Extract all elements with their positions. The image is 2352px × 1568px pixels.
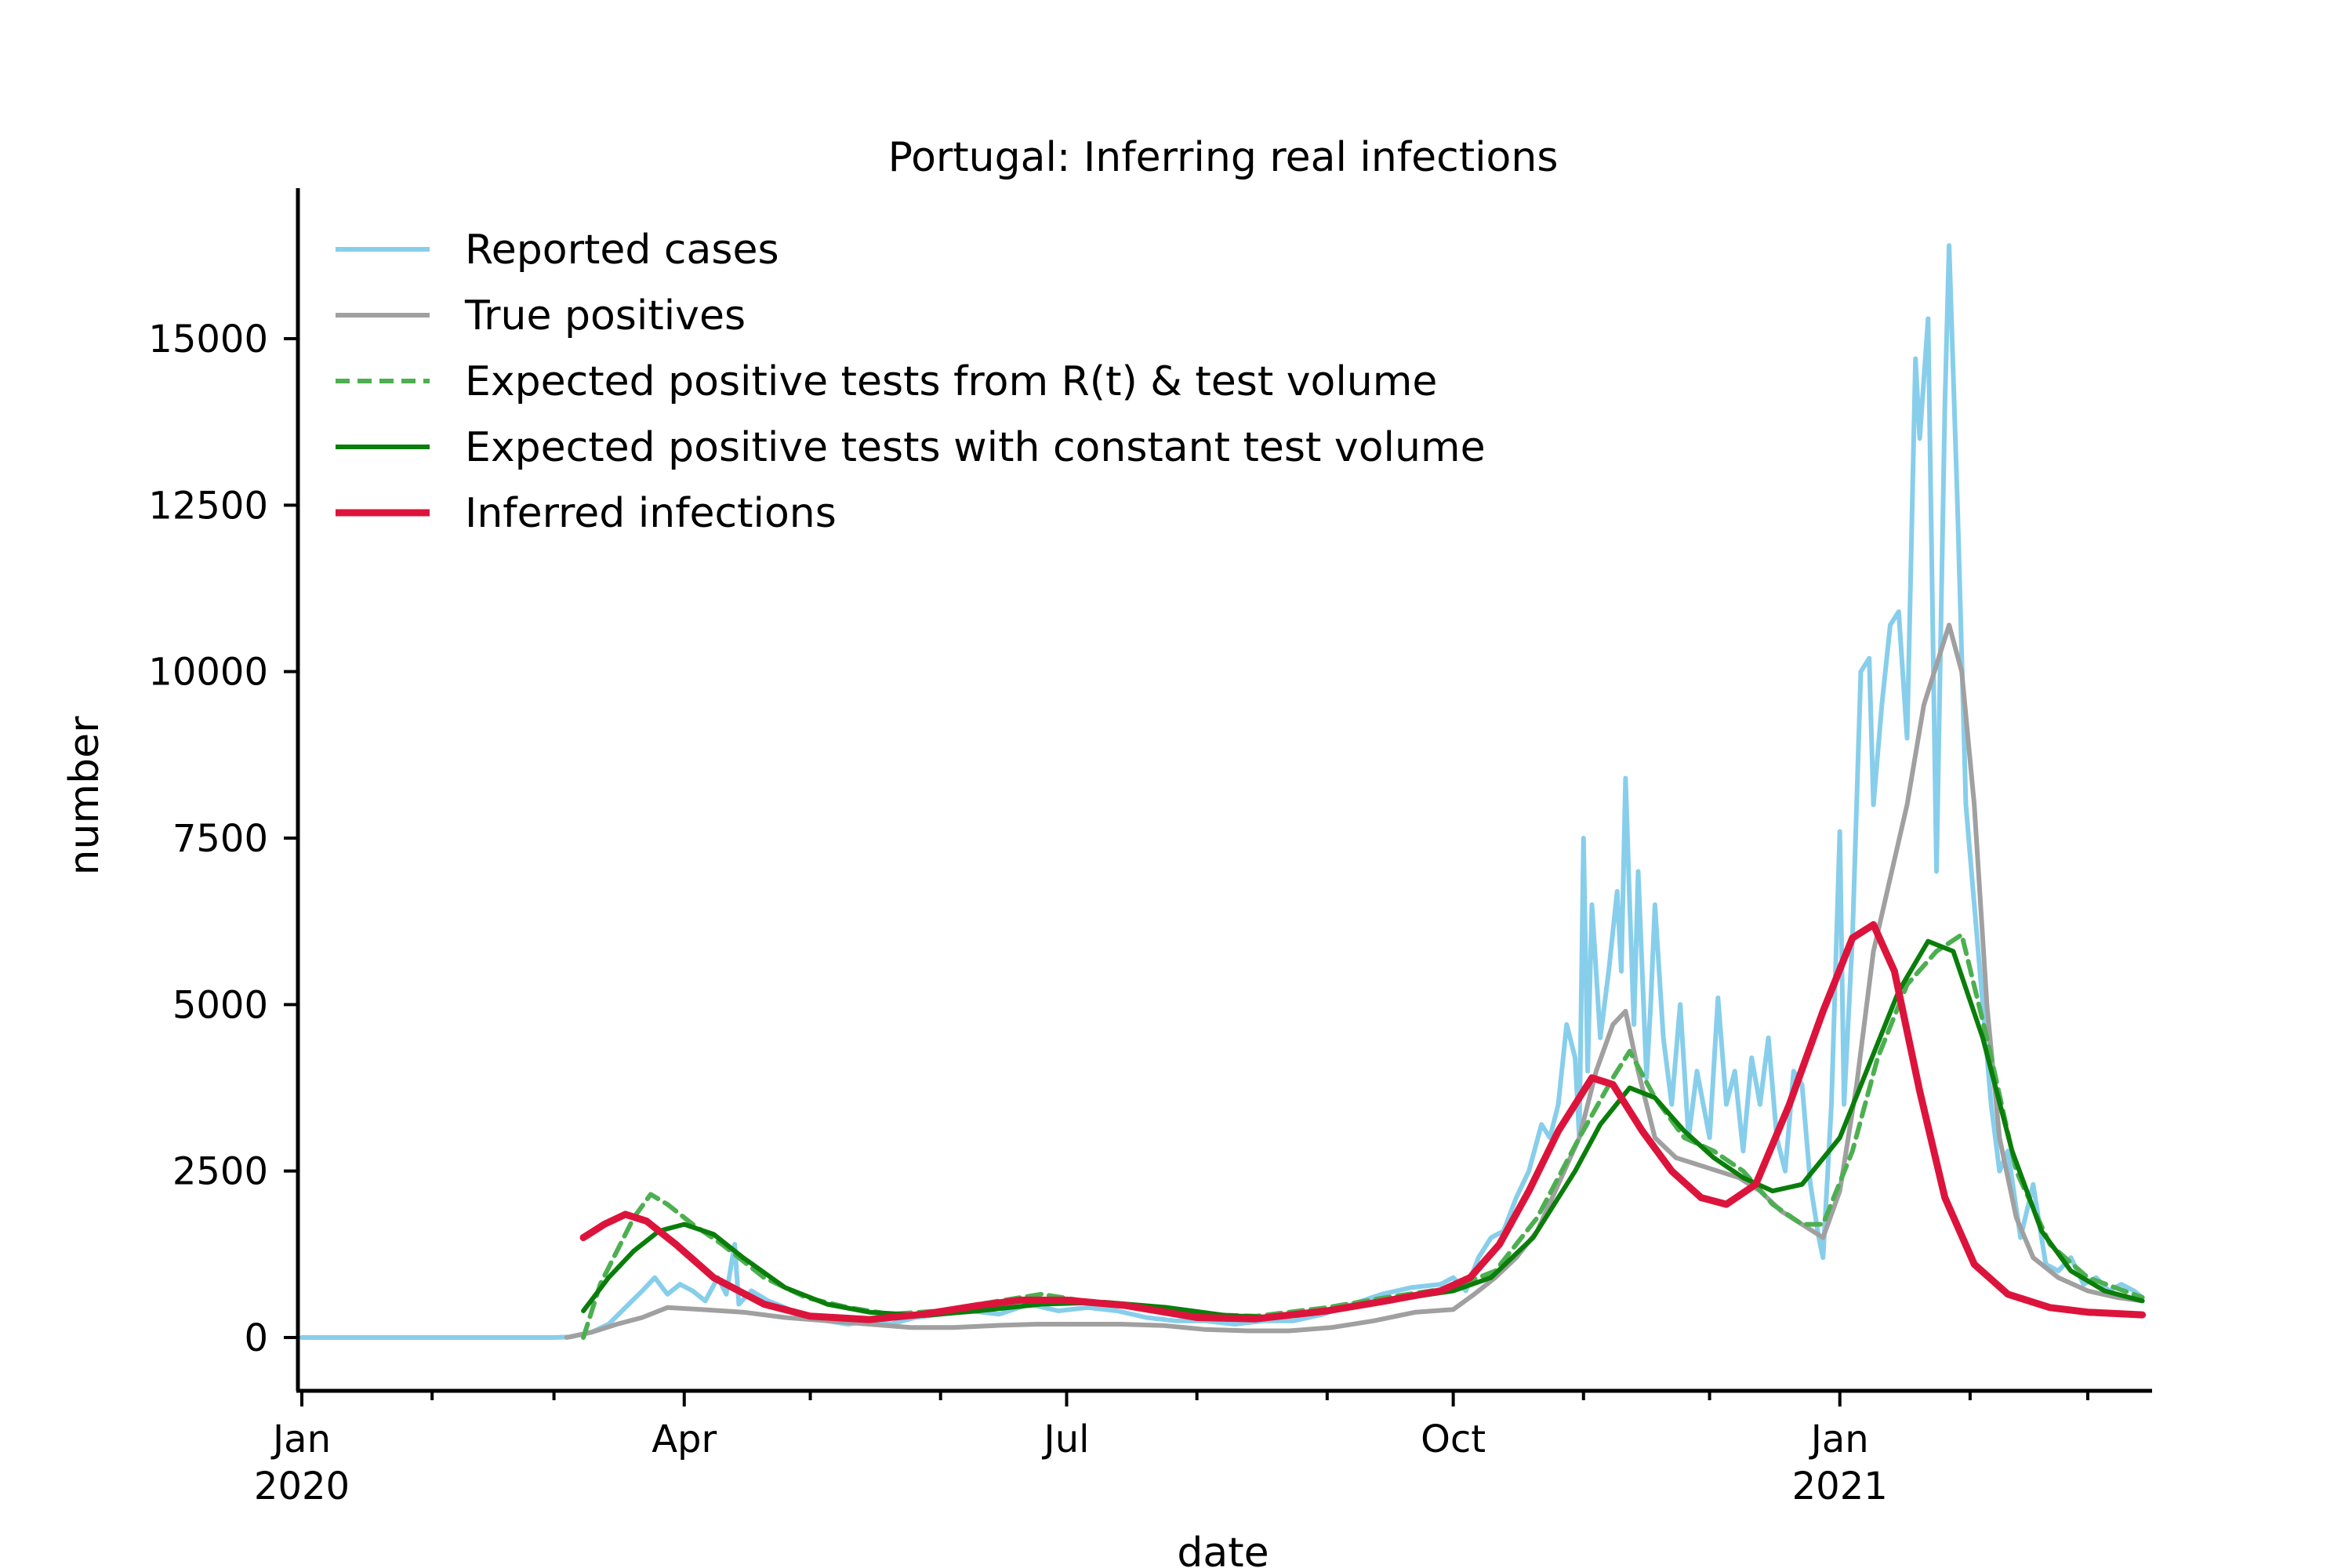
- series-line-3: [581, 932, 2145, 1340]
- legend-label-3: Expected positive tests from R(t) & test…: [465, 358, 1437, 405]
- y-tick-label-1: 2500: [172, 1150, 268, 1194]
- y-tick-label-0: 0: [244, 1316, 268, 1360]
- legend-label-4: Expected positive tests with constant te…: [465, 424, 1486, 471]
- series-line-1: [299, 243, 2145, 1340]
- legend: Reported cases True positives Expected pos…: [336, 227, 1486, 537]
- x-tick-year-0: 2020: [254, 1465, 350, 1508]
- x-tick-label-3: Oct: [1421, 1417, 1486, 1461]
- legend-label-5: Inferred infections: [465, 490, 837, 537]
- series-line-2: [564, 622, 2145, 1340]
- chart-title: Portugal: Inferring real infections: [888, 134, 1559, 181]
- y-tick-label-5: 12500: [148, 484, 268, 528]
- y-tick-label-6: 15000: [148, 318, 268, 361]
- legend-label-2: True positives: [464, 292, 746, 339]
- plot-series: [299, 243, 2147, 1340]
- series-line-4: [581, 938, 2145, 1320]
- y-tick-label-4: 10000: [148, 651, 268, 695]
- axes: [296, 188, 2152, 1393]
- series-line-5: [579, 920, 2147, 1323]
- x-tick-label-0: Jan: [270, 1417, 331, 1461]
- x-tick-label-4: Jan: [1809, 1417, 1869, 1461]
- legend-label-1: Reported cases: [465, 227, 779, 274]
- y-ticks: 0 2500 5000 7500 10000 12500 15000: [148, 318, 298, 1360]
- y-tick-label-3: 7500: [172, 817, 268, 861]
- x-tick-year-4: 2021: [1792, 1465, 1888, 1508]
- y-tick-label-2: 5000: [172, 983, 268, 1027]
- x-tick-label-2: Jul: [1042, 1417, 1090, 1461]
- x-axis-label: date: [1177, 1530, 1269, 1568]
- y-axis-label: number: [61, 716, 108, 876]
- x-tick-label-1: Apr: [652, 1417, 717, 1461]
